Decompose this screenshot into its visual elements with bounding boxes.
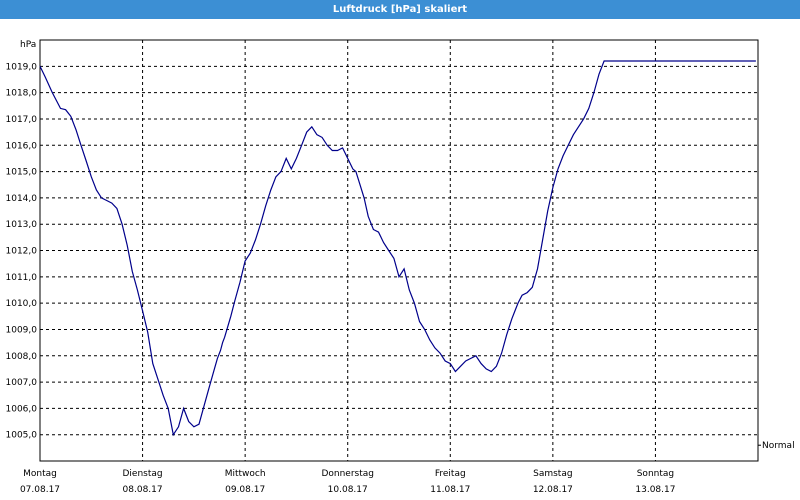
x-axis-ticks: Montag 07.08.17 Dienstag 08.08.17 Mittwoch 09… xyxy=(20,469,676,495)
y-tick-label: 1005,0 xyxy=(6,431,38,441)
x-tick-date: 11.08.17 xyxy=(430,485,470,495)
y-tick-label: 1012,0 xyxy=(6,247,38,257)
y-tick-label: 1011,0 xyxy=(6,273,38,283)
x-tick-date: 09.08.17 xyxy=(225,485,265,495)
normal-reference-label: Normal xyxy=(762,441,795,451)
y-tick-label: 1017,0 xyxy=(6,115,38,125)
plot-frame xyxy=(39,39,761,462)
y-tick-label: 1016,0 xyxy=(6,141,38,151)
x-tick-date: 10.08.17 xyxy=(328,485,368,495)
y-tick-label: 1015,0 xyxy=(6,168,38,178)
y-tick-label: 1018,0 xyxy=(6,89,38,99)
y-axis-label: hPa xyxy=(20,40,36,50)
x-tick-day: Montag xyxy=(23,469,57,479)
x-tick-day: Donnerstag xyxy=(321,469,374,479)
x-tick-day: Samstag xyxy=(533,469,572,479)
y-tick-label: 1008,0 xyxy=(6,352,38,362)
chart-panel xyxy=(0,19,800,500)
pressure-line xyxy=(39,60,756,437)
y-tick-label: 1014,0 xyxy=(6,194,38,204)
x-tick-date: 08.08.17 xyxy=(123,485,163,495)
x-tick-day: Sonntag xyxy=(637,469,674,479)
plot-border xyxy=(39,39,759,462)
y-tick-label: 1006,0 xyxy=(6,404,38,414)
y-tick-label: 1013,0 xyxy=(6,220,38,230)
x-tick-date: 13.08.17 xyxy=(635,485,675,495)
y-tick-label: 1007,0 xyxy=(6,378,38,388)
y-axis-ticks: 1005,0 1006,0 1007,0 1008,0 1009,0 1010,0 1011… xyxy=(6,62,38,440)
grid-lines xyxy=(40,40,758,461)
x-tick-date: 12.08.17 xyxy=(533,485,573,495)
y-tick-label: 1009,0 xyxy=(6,325,38,335)
y-tick-label: 1010,0 xyxy=(6,299,38,309)
x-tick-day: Mittwoch xyxy=(225,469,266,479)
x-tick-date: 07.08.17 xyxy=(20,485,60,495)
x-tick-day: Dienstag xyxy=(123,469,163,479)
x-tick-day: Freitag xyxy=(435,469,466,479)
y-tick-label: 1019,0 xyxy=(6,62,38,72)
chart-title: Luftdruck [hPa] skaliert xyxy=(0,0,800,19)
